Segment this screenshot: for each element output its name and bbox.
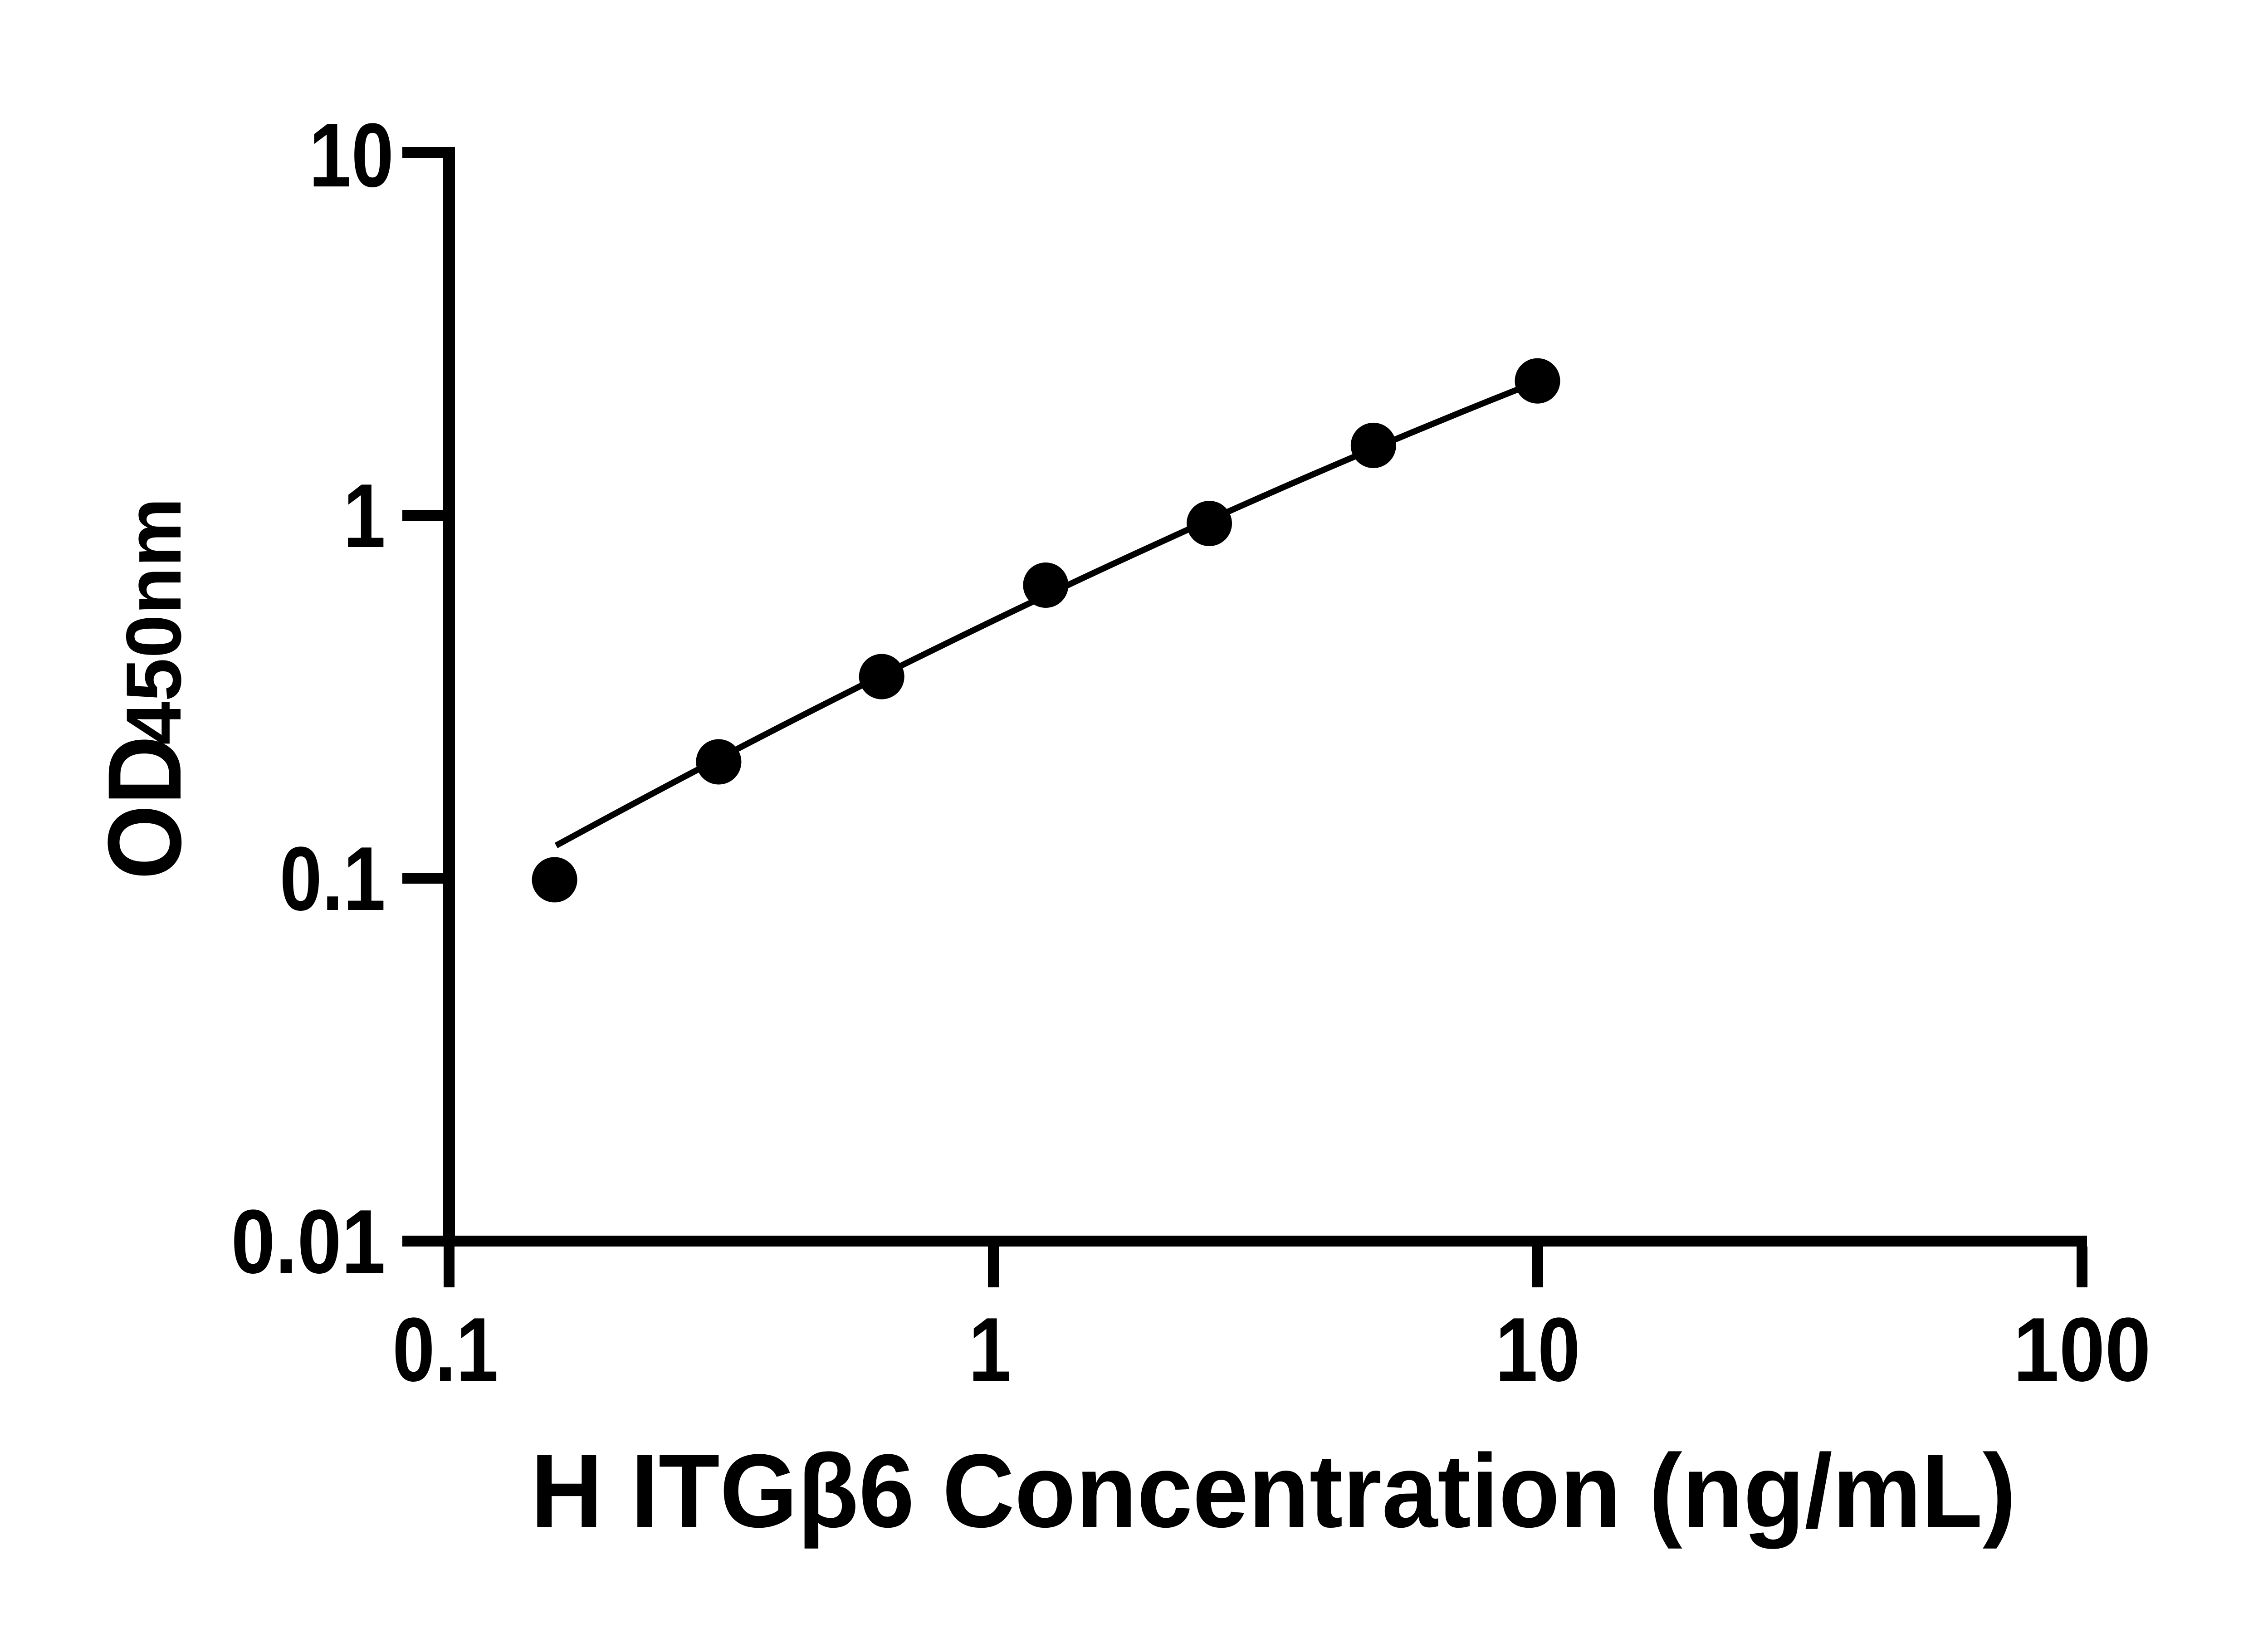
- svg-text:10: 10: [309, 105, 394, 206]
- svg-text:0.1: 0.1: [392, 1299, 499, 1400]
- svg-text:1: 1: [343, 465, 386, 567]
- svg-text:H ITGβ6 Concentration (ng/mL): H ITGβ6 Concentration (ng/mL): [531, 1433, 2016, 1549]
- svg-text:10: 10: [1496, 1299, 1580, 1400]
- svg-text:OD: OD: [86, 736, 203, 880]
- svg-text:100: 100: [2013, 1299, 2151, 1400]
- svg-text:0.01: 0.01: [231, 1191, 386, 1292]
- svg-text:450nm: 450nm: [110, 498, 197, 745]
- svg-text:0.1: 0.1: [279, 828, 386, 929]
- svg-text:1: 1: [968, 1299, 1011, 1400]
